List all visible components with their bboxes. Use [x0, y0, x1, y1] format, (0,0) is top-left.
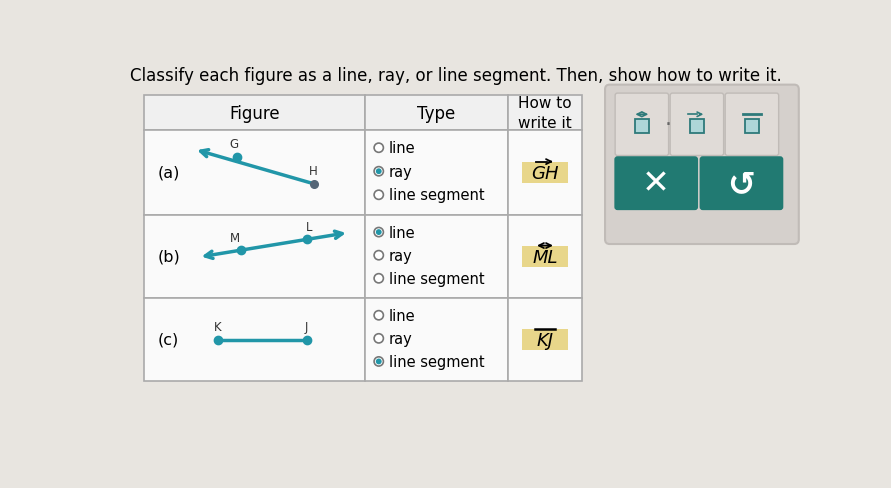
Text: H: H — [308, 164, 317, 178]
Text: Type: Type — [417, 104, 455, 122]
FancyBboxPatch shape — [522, 163, 568, 184]
Bar — [745, 120, 759, 134]
Text: KJ: KJ — [536, 331, 553, 349]
Circle shape — [374, 311, 383, 320]
Text: GH: GH — [531, 165, 559, 183]
FancyBboxPatch shape — [615, 157, 698, 211]
Circle shape — [374, 334, 383, 343]
Bar — [144, 298, 364, 381]
Bar — [690, 120, 704, 134]
Text: ray: ray — [388, 331, 413, 346]
Text: ray: ray — [388, 164, 413, 180]
FancyBboxPatch shape — [725, 94, 779, 156]
Text: (b): (b) — [158, 249, 181, 264]
Circle shape — [374, 167, 383, 177]
FancyBboxPatch shape — [699, 157, 783, 211]
Bar — [635, 120, 649, 134]
Text: ✕: ✕ — [642, 167, 670, 200]
Circle shape — [376, 230, 381, 236]
Text: Figure: Figure — [229, 104, 280, 122]
Bar — [364, 131, 508, 215]
FancyBboxPatch shape — [522, 329, 568, 350]
Circle shape — [374, 228, 383, 237]
Text: How to
write it: How to write it — [518, 96, 572, 131]
FancyBboxPatch shape — [522, 246, 568, 267]
FancyBboxPatch shape — [670, 94, 723, 156]
Text: (a): (a) — [158, 165, 180, 181]
Text: ↺: ↺ — [727, 167, 756, 200]
Text: line: line — [388, 308, 415, 323]
Circle shape — [374, 144, 383, 153]
Circle shape — [374, 357, 383, 366]
Text: (c): (c) — [158, 332, 179, 347]
Circle shape — [374, 251, 383, 260]
Text: Classify each figure as a line, ray, or line segment. Then, show how to write it: Classify each figure as a line, ray, or … — [130, 67, 782, 85]
FancyBboxPatch shape — [615, 94, 668, 156]
Bar — [364, 215, 508, 298]
Text: line: line — [388, 141, 415, 156]
Bar — [508, 131, 582, 215]
Bar — [144, 96, 364, 131]
Text: K: K — [214, 320, 221, 333]
Text: M: M — [230, 231, 240, 244]
Bar — [508, 298, 582, 381]
Bar — [364, 298, 508, 381]
Text: ·: · — [665, 115, 672, 135]
Circle shape — [374, 274, 383, 284]
Bar — [144, 131, 364, 215]
Text: line: line — [388, 225, 415, 240]
Circle shape — [376, 169, 381, 175]
Bar — [508, 96, 582, 131]
Circle shape — [376, 359, 381, 365]
Text: line segment: line segment — [388, 271, 485, 286]
Text: ray: ray — [388, 248, 413, 263]
Bar — [364, 96, 508, 131]
Bar — [144, 215, 364, 298]
Text: line segment: line segment — [388, 188, 485, 203]
Text: ML: ML — [532, 248, 558, 266]
Circle shape — [374, 191, 383, 200]
FancyBboxPatch shape — [605, 85, 799, 244]
Text: line segment: line segment — [388, 354, 485, 369]
Text: L: L — [306, 221, 312, 234]
Text: J: J — [305, 320, 308, 333]
Text: G: G — [229, 138, 239, 151]
Bar — [508, 215, 582, 298]
